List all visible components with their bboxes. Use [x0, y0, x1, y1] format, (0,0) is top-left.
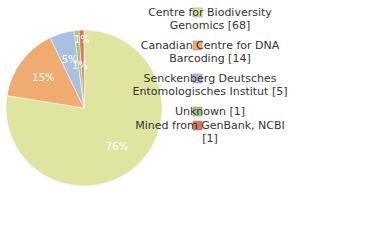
svg-text:76%: 76% — [106, 141, 128, 152]
svg-text:Canadian Centre for DNABarcodi: Canadian Centre for DNABarcoding [14] — [141, 39, 280, 65]
svg-text:Mined from GenBank, NCBI[1]: Mined from GenBank, NCBI[1] — [135, 119, 284, 145]
svg-text:1%: 1% — [74, 34, 90, 45]
svg-text:Senckenberg DeutschesEntomolog: Senckenberg DeutschesEntomologisches Ins… — [133, 72, 288, 98]
svg-text:Centre for BiodiversityGenomic: Centre for BiodiversityGenomics [68] — [148, 6, 272, 32]
svg-text:15%: 15% — [32, 72, 54, 83]
svg-text:1%: 1% — [72, 60, 88, 71]
svg-text:5%: 5% — [61, 53, 78, 65]
svg-text:Unknown [1]: Unknown [1] — [175, 105, 245, 118]
